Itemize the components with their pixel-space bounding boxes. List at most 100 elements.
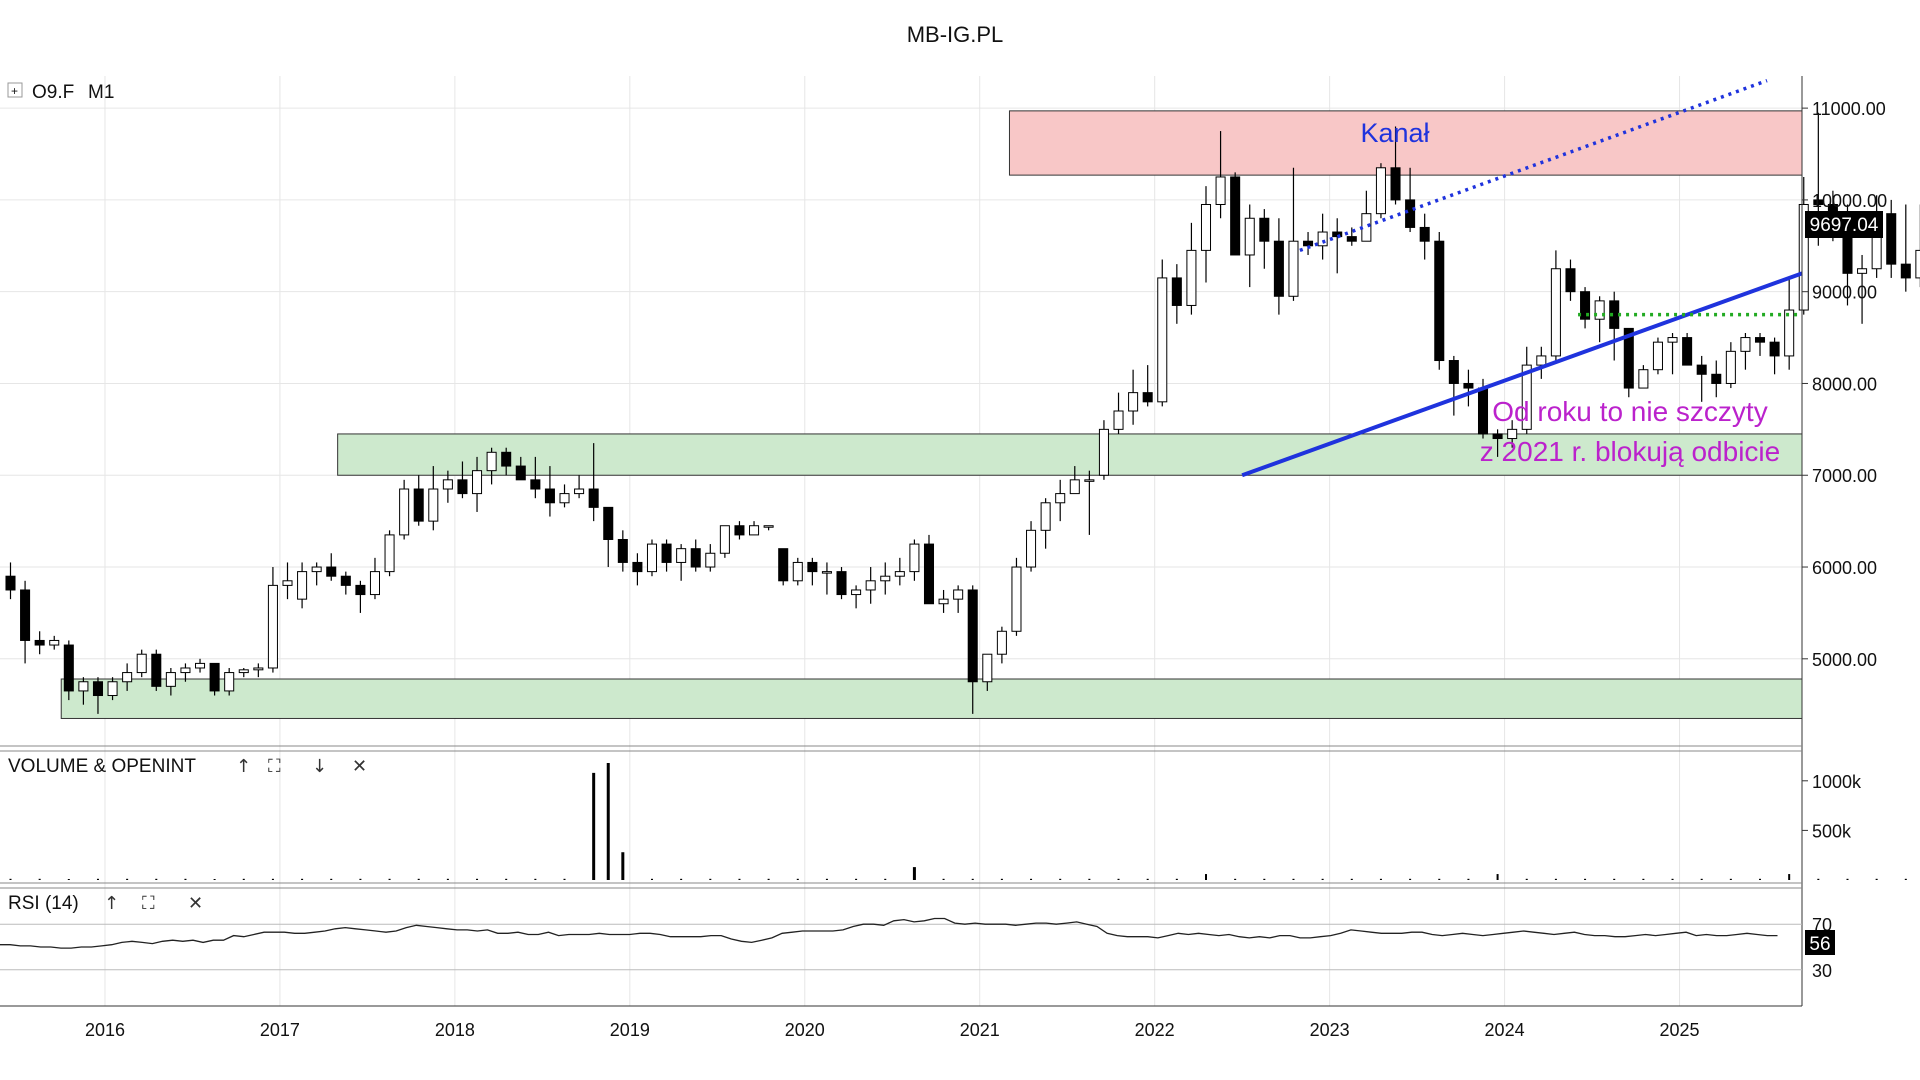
volume-axis: 1000k 500k xyxy=(1802,772,1862,841)
last-price-label: 9697.04 xyxy=(1810,215,1879,236)
candle-body-down xyxy=(1171,277,1182,306)
candle xyxy=(501,447,512,476)
candle-body-down xyxy=(413,488,424,522)
arrow-up-icon[interactable]: ↑ xyxy=(104,893,119,914)
close-icon[interactable]: ✕ xyxy=(352,756,367,777)
zones-layer xyxy=(60,110,1803,719)
candle xyxy=(1405,167,1416,233)
candle-body-up xyxy=(1594,300,1605,320)
close-icon[interactable]: ✕ xyxy=(188,893,203,914)
candle-body-down xyxy=(1696,364,1707,375)
candle-body-down xyxy=(1813,199,1824,205)
candle-body-up xyxy=(821,571,832,574)
candle xyxy=(20,580,31,664)
plus-box-icon[interactable] xyxy=(7,82,23,98)
candle-body-up xyxy=(238,669,249,674)
volume-panel-title: VOLUME & OPENINT xyxy=(8,756,196,777)
candle-body-up xyxy=(676,548,687,563)
candle-body-down xyxy=(1463,382,1474,389)
candle xyxy=(34,631,45,655)
candle xyxy=(1682,332,1693,366)
candle xyxy=(734,521,745,540)
candle xyxy=(1754,332,1766,356)
candle-body-up xyxy=(996,630,1007,655)
candle-body-down xyxy=(1492,433,1503,440)
candle-body-up xyxy=(559,493,570,504)
price-tick-label: 11000.00 xyxy=(1812,99,1886,119)
candle xyxy=(1113,392,1124,434)
candle-body-up xyxy=(442,479,453,490)
candle-body-down xyxy=(1448,360,1459,384)
candle xyxy=(792,557,803,586)
candle-body-up xyxy=(1784,309,1795,357)
arrow-down-icon[interactable]: ↓ xyxy=(312,756,327,777)
candle xyxy=(646,539,658,577)
candle xyxy=(1725,342,1736,389)
candle xyxy=(1492,429,1503,457)
time-tick-label: 2024 xyxy=(1485,1020,1525,1040)
candle xyxy=(588,443,599,522)
candle xyxy=(1521,346,1532,434)
candle xyxy=(1200,186,1212,283)
candle-body-down xyxy=(1623,327,1634,389)
price-tick-label: 9000.00 xyxy=(1812,283,1877,303)
time-tick-label: 2018 xyxy=(435,1020,475,1040)
candle xyxy=(1259,209,1270,269)
candle-body-down xyxy=(734,525,745,536)
expand-icon[interactable]: ⛶ xyxy=(268,756,281,777)
price-panel[interactable] xyxy=(0,76,1802,746)
candle-body-up xyxy=(1536,355,1547,366)
candle-body-up xyxy=(1857,268,1868,274)
rsi-panel-title: RSI (14) xyxy=(8,893,79,914)
arrow-up-icon[interactable]: ↑ xyxy=(236,756,251,777)
candle-body-up xyxy=(1521,364,1532,430)
candle-body-up xyxy=(1026,529,1037,568)
instrument-interval: M1 xyxy=(88,82,114,103)
candle xyxy=(632,553,643,586)
candle xyxy=(865,567,876,604)
candle-body-down xyxy=(1886,213,1897,265)
candle xyxy=(326,553,337,581)
channel-top-line xyxy=(1299,78,1768,253)
candle xyxy=(763,525,774,531)
candle-body-up xyxy=(1361,213,1372,242)
annotation-note-line1: Od roku to nie szczyty xyxy=(1492,396,1767,427)
candle xyxy=(690,539,701,572)
candle-body-up xyxy=(1244,217,1255,256)
candle-body-up xyxy=(953,589,964,600)
candle-body-up xyxy=(1638,369,1649,389)
candle xyxy=(369,557,380,600)
candle-body-up xyxy=(1011,566,1022,632)
candle-body-up xyxy=(311,566,322,573)
candle xyxy=(1507,420,1518,448)
resistance-zone xyxy=(1008,110,1803,176)
candle xyxy=(1594,296,1605,343)
candle xyxy=(1623,327,1634,398)
candle-body-up xyxy=(472,470,483,495)
candle xyxy=(107,677,118,701)
rsi-line xyxy=(0,917,1802,971)
candle-body-up xyxy=(1157,277,1168,403)
time-tick-label: 2020 xyxy=(785,1020,825,1040)
candle-body-up xyxy=(165,672,176,687)
candle xyxy=(1580,287,1591,329)
candle xyxy=(209,662,220,696)
candle xyxy=(1317,213,1328,260)
candle-body-up xyxy=(195,662,206,669)
expand-icon[interactable]: ⛶ xyxy=(142,893,155,914)
time-tick-label: 2023 xyxy=(1310,1020,1350,1040)
candle xyxy=(413,475,424,526)
candle-body-down xyxy=(1405,199,1416,228)
candle-body-up xyxy=(399,488,410,536)
candle-body-up xyxy=(297,571,308,600)
candle-body-up xyxy=(428,488,439,522)
candle xyxy=(617,530,628,572)
candle-body-up xyxy=(136,653,147,674)
candle xyxy=(355,580,366,613)
candle-body-up xyxy=(78,681,89,692)
candle xyxy=(1084,470,1095,535)
candle-body-down xyxy=(1303,240,1314,247)
candle xyxy=(1565,259,1576,301)
candle xyxy=(836,567,847,600)
